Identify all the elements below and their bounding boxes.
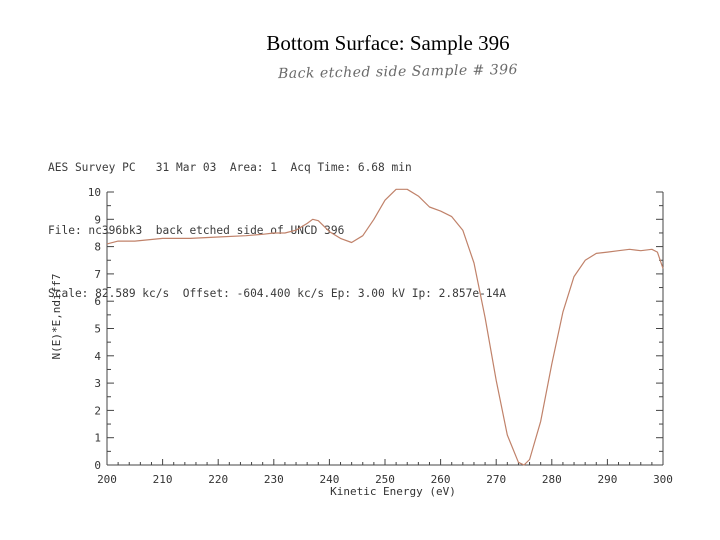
y-tick-label: 4: [94, 350, 101, 363]
x-tick-label: 280: [542, 473, 562, 486]
y-tick-label: 0: [94, 459, 101, 472]
spectrum-line: [106, 188, 664, 466]
y-tick-label: 7: [94, 268, 101, 281]
slide-title: Bottom Surface: Sample 396: [266, 31, 510, 55]
x-tick-label: 260: [431, 473, 451, 486]
y-tick-label: 5: [94, 323, 101, 336]
x-tick-label: 230: [264, 473, 284, 486]
x-tick-label: 290: [597, 473, 617, 486]
x-axis-label: Kinetic Energy (eV): [330, 485, 456, 498]
y-tick-label: 2: [94, 404, 101, 417]
y-tick-label: 10: [88, 186, 101, 199]
y-tick-label: 3: [94, 377, 101, 390]
y-tick-label: 1: [94, 432, 101, 445]
x-tick-label: 200: [97, 473, 117, 486]
header-line-acquisition: AES Survey PC 31 Mar 03 Area: 1 Acq Time…: [48, 161, 412, 174]
instrument-header: AES Survey PC 31 Mar 03 Area: 1 Acq Time…: [48, 115, 506, 325]
y-tick-label: 6: [94, 295, 101, 308]
y-tick-label: 8: [94, 241, 101, 254]
x-tick-label: 250: [375, 473, 395, 486]
x-tick-label: 270: [486, 473, 506, 486]
x-tick-label: 300: [653, 473, 673, 486]
header-line-scale: Scale: 82.589 kc/s Offset: -604.400 kc/s…: [48, 287, 507, 300]
x-tick-label: 210: [153, 473, 173, 486]
x-tick-label: 220: [208, 473, 228, 486]
header-line-file: File: nc396bk3 back etched side of UNCD …: [48, 224, 345, 237]
y-tick-label: 9: [94, 213, 101, 226]
x-tick-label: 240: [319, 473, 339, 486]
y-axis-label: N(E)*E,ndiff7: [50, 273, 63, 359]
